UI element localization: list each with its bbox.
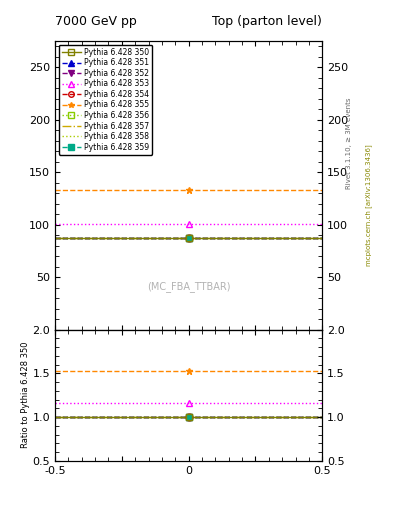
Text: (MC_FBA_TTBAR): (MC_FBA_TTBAR) bbox=[147, 281, 230, 292]
Legend: Pythia 6.428 350, Pythia 6.428 351, Pythia 6.428 352, Pythia 6.428 353, Pythia 6: Pythia 6.428 350, Pythia 6.428 351, Pyth… bbox=[59, 45, 152, 155]
Text: Rivet 3.1.10, ≥ 3M events: Rivet 3.1.10, ≥ 3M events bbox=[346, 98, 352, 189]
Text: Top (parton level): Top (parton level) bbox=[212, 15, 322, 28]
Text: 7000 GeV pp: 7000 GeV pp bbox=[55, 15, 137, 28]
Text: mcplots.cern.ch [arXiv:1306.3436]: mcplots.cern.ch [arXiv:1306.3436] bbox=[365, 144, 372, 266]
Y-axis label: Ratio to Pythia 6.428 350: Ratio to Pythia 6.428 350 bbox=[20, 342, 29, 449]
